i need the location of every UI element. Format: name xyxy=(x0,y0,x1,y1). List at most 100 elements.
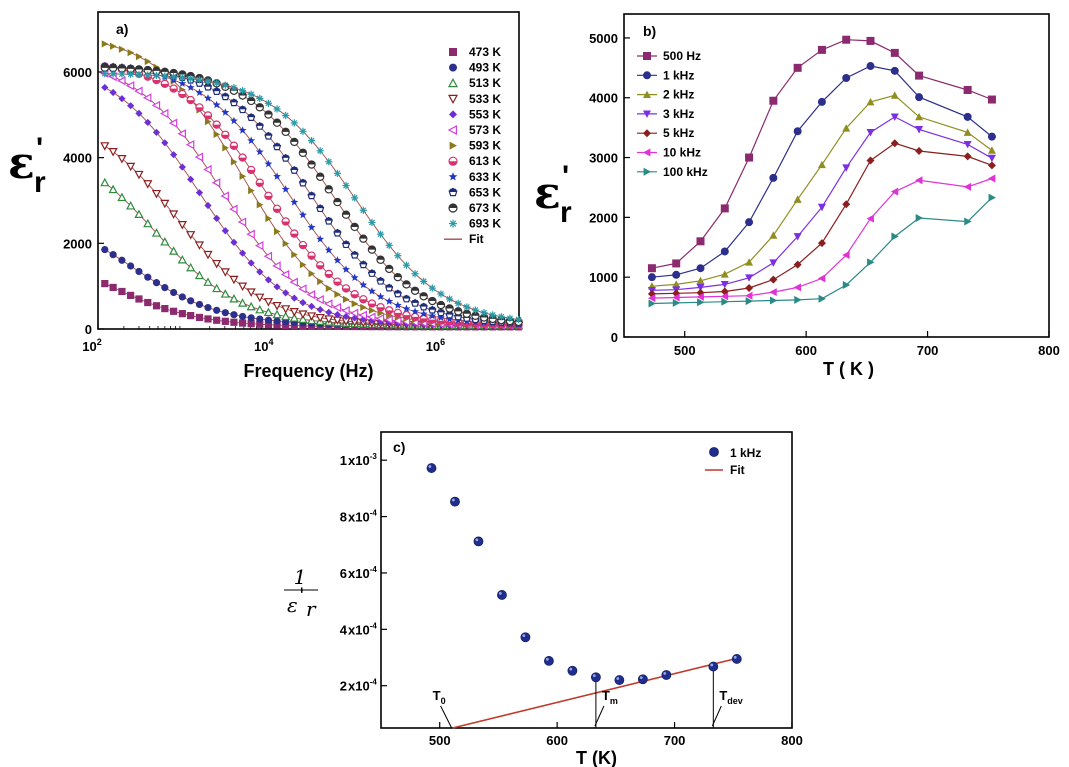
data-point xyxy=(281,217,290,226)
data-point xyxy=(221,130,230,139)
data-point xyxy=(745,283,754,292)
data-point xyxy=(238,312,247,321)
x-tick-base: 10 xyxy=(82,339,96,354)
y-tick-exponent: -4 xyxy=(370,621,378,630)
data-point-stroke xyxy=(222,82,229,89)
series-line xyxy=(651,116,993,291)
data-point xyxy=(987,95,996,104)
data-point xyxy=(178,163,186,171)
data-point xyxy=(178,79,187,87)
data-point xyxy=(127,262,135,270)
data-point xyxy=(256,268,264,276)
data-point-fill xyxy=(368,246,376,250)
data-point xyxy=(290,166,299,174)
y-tick-power: x10-4 xyxy=(348,678,377,694)
data-point xyxy=(745,274,754,282)
data-point xyxy=(963,182,972,191)
data-point xyxy=(152,66,161,76)
data-point-stroke xyxy=(265,100,272,107)
data-point xyxy=(151,189,162,199)
data-point-stroke xyxy=(506,315,513,322)
data-point xyxy=(411,270,419,278)
data-point xyxy=(247,90,255,98)
data-point xyxy=(169,246,179,255)
y-tick-label: 8 xyxy=(340,510,347,525)
data-point-stroke xyxy=(377,231,384,238)
legend-label: 100 kHz xyxy=(663,165,708,179)
data-point xyxy=(125,81,135,91)
data-point-fill xyxy=(256,123,263,126)
data-point-fill xyxy=(386,284,393,288)
data-point xyxy=(316,147,324,155)
data-point xyxy=(101,70,109,78)
data-point xyxy=(194,241,205,250)
data-point xyxy=(325,158,333,166)
data-point xyxy=(290,198,299,206)
data-point xyxy=(212,100,221,109)
legend-label: 693 K xyxy=(469,217,501,231)
data-point-stroke xyxy=(481,309,488,316)
data-point xyxy=(187,312,195,320)
annotation-symbol: T xyxy=(433,688,441,703)
y-tick-mantissa: 1 xyxy=(340,453,347,468)
data-point-fill xyxy=(222,93,229,97)
data-point xyxy=(567,665,578,676)
data-point-fill xyxy=(403,295,410,299)
annotation-arrow xyxy=(440,705,453,729)
data-point xyxy=(178,293,186,301)
data-point xyxy=(273,317,281,325)
data-point-fill xyxy=(376,307,385,311)
legend-label: 593 K xyxy=(469,139,501,153)
data-point-fill xyxy=(360,261,367,265)
data-point xyxy=(144,118,152,127)
series-line xyxy=(651,197,993,305)
data-point xyxy=(818,294,826,303)
legend-marker xyxy=(448,203,458,213)
y-tick-mantissa: 2 xyxy=(340,679,347,694)
data-point-fill xyxy=(402,315,411,319)
data-point xyxy=(367,287,376,295)
data-point-stroke xyxy=(463,304,470,310)
data-point xyxy=(988,193,996,202)
data-point xyxy=(964,217,972,226)
data-point xyxy=(282,239,290,248)
data-point xyxy=(410,286,420,295)
data-point-stroke xyxy=(420,278,427,285)
data-point xyxy=(246,288,256,297)
legend-marker xyxy=(643,110,651,118)
data-point xyxy=(376,292,385,301)
data-point xyxy=(213,306,221,314)
data-point xyxy=(230,84,238,92)
data-point xyxy=(333,310,342,319)
data-point xyxy=(109,70,117,78)
legend-label: 1 kHz xyxy=(730,446,761,460)
data-point xyxy=(135,295,143,303)
data-point-stroke xyxy=(308,137,315,144)
data-point-fill xyxy=(317,205,324,209)
data-point xyxy=(506,314,514,322)
legend-label: 500 Hz xyxy=(663,49,701,63)
legend-marker xyxy=(449,48,457,56)
data-point xyxy=(963,128,972,136)
data-point xyxy=(696,276,705,285)
legend-label: 513 K xyxy=(469,76,501,90)
data-point xyxy=(866,62,875,71)
data-point xyxy=(264,191,273,201)
data-point xyxy=(696,237,705,246)
y-tick-exponent: -3 xyxy=(370,452,378,461)
y-tick-label: 3000 xyxy=(589,151,618,166)
data-point-stroke xyxy=(274,106,281,112)
x-tick-label: 700 xyxy=(664,733,686,748)
data-point xyxy=(402,280,411,289)
data-point xyxy=(367,269,377,277)
data-point xyxy=(866,129,875,137)
data-point-fill xyxy=(213,124,221,129)
data-point xyxy=(342,265,350,273)
data-point xyxy=(307,137,316,145)
data-point xyxy=(290,119,298,127)
data-point xyxy=(428,284,436,292)
data-point-fill xyxy=(394,273,402,278)
data-point xyxy=(731,654,742,664)
data-point xyxy=(867,258,875,267)
data-point xyxy=(384,306,394,315)
